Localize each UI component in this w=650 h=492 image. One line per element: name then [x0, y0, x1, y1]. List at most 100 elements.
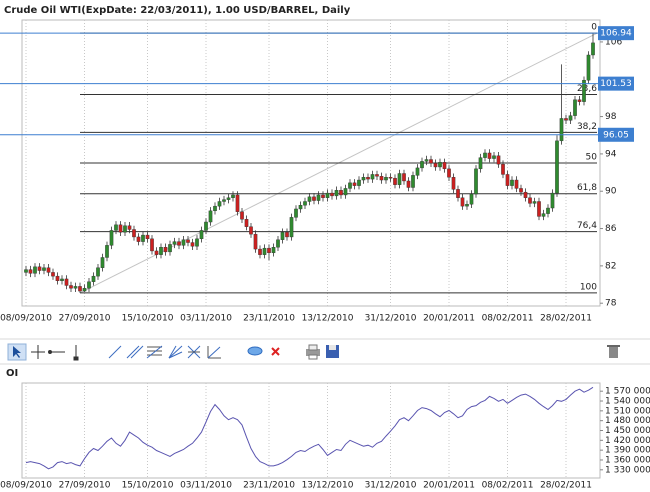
candle-body [231, 194, 235, 198]
x-tick-label: 08/02/2011 [482, 314, 534, 324]
candle-body [253, 233, 258, 250]
candle-body [249, 226, 253, 235]
fib-level-label: 100 [580, 282, 597, 292]
x-tick-label: 31/12/2010 [365, 314, 417, 324]
plot-frame [21, 19, 601, 307]
fan-tool[interactable] [168, 345, 183, 359]
candle-body [91, 275, 96, 282]
candle-body [325, 192, 330, 198]
candle-body [285, 232, 289, 238]
arc-tool[interactable] [187, 345, 201, 359]
candle-body [276, 239, 280, 248]
x-tick-label: 31/12/2010 [365, 481, 417, 491]
fib-level-label: 61,8 [577, 183, 597, 193]
candle-body [136, 236, 141, 242]
candle-body [591, 42, 595, 56]
candle-body [69, 285, 73, 289]
candle-body [438, 162, 442, 168]
select-tool[interactable] [7, 343, 27, 361]
candle-body [352, 182, 357, 186]
candle-body [460, 197, 465, 207]
candle-body [447, 168, 451, 178]
candle-body [190, 242, 195, 247]
y-tick-label: 78 [605, 299, 617, 309]
candle-body [244, 219, 249, 227]
candle-body [582, 79, 586, 102]
oi-title: OI [6, 368, 18, 379]
x-tick-label: 27/09/2010 [59, 481, 111, 491]
price-line-label: 106.94 [600, 29, 632, 39]
delete-tool[interactable] [271, 347, 280, 356]
candle-body [505, 174, 510, 186]
save-tool[interactable] [326, 345, 339, 358]
y-tick-label: 1 480 000 [605, 416, 650, 426]
candle-body [222, 199, 226, 202]
candle-body [348, 182, 352, 189]
candle-body [109, 230, 114, 246]
candle-body [496, 155, 501, 165]
candle-body [240, 211, 244, 220]
candle-body [388, 177, 393, 179]
candle-body [159, 247, 163, 255]
crosshair-tool[interactable] [31, 345, 45, 359]
y-tick-label: 1 420 000 [605, 436, 650, 446]
candle-body [510, 179, 514, 186]
candle-body [87, 281, 91, 289]
candle-body [523, 191, 528, 198]
x-tick-label: 13/12/2010 [302, 314, 354, 324]
clear-tool[interactable] [607, 345, 620, 358]
candle-body [366, 177, 370, 180]
candle-body [303, 201, 307, 206]
candle-body [541, 213, 546, 217]
oi-line [25, 386, 594, 470]
fib-tool[interactable] [146, 345, 163, 359]
candle-body [235, 194, 240, 212]
candle-body [415, 167, 420, 176]
candle-body [208, 210, 213, 223]
trend-tool[interactable] [108, 345, 122, 359]
candle-body [577, 99, 582, 102]
y-tick-label: 1 390 000 [605, 446, 650, 456]
candle-body [550, 192, 555, 209]
y-tick-label: 106 [605, 37, 622, 47]
fib-level-label: 38,2 [577, 122, 597, 132]
candle-body [64, 278, 69, 286]
candle-body [384, 177, 388, 181]
y-tick-label: 1 540 000 [605, 397, 650, 407]
candle-body [181, 239, 186, 246]
candle-body [334, 190, 339, 197]
candle-body [150, 238, 154, 252]
fib-level-label: 50 [586, 153, 598, 163]
candle-body [564, 118, 568, 121]
candle-body [546, 207, 550, 214]
candle-body [568, 115, 573, 121]
candle-body [375, 174, 379, 177]
comment-tool[interactable] [247, 346, 263, 356]
x-tick-label: 23/11/2010 [243, 481, 295, 491]
candle-body [226, 197, 231, 200]
channel-tool[interactable] [126, 345, 144, 359]
candle-body [204, 221, 208, 231]
print-tool[interactable] [306, 344, 320, 360]
x-tick-label: 08/09/2010 [0, 481, 52, 491]
candle-body [177, 241, 181, 246]
candle-body [361, 177, 366, 181]
candle-body [55, 275, 60, 282]
x-tick-label: 28/02/2011 [540, 481, 592, 491]
candle-body [123, 225, 127, 233]
candle-body [442, 162, 447, 170]
candle-body [555, 140, 559, 194]
vline-tool[interactable] [73, 345, 79, 361]
price-line-label: 101.53 [600, 79, 632, 89]
candle-body [339, 190, 343, 196]
x-tick-label: 15/10/2010 [122, 314, 174, 324]
candle-body [474, 168, 478, 195]
candle-body [330, 192, 334, 197]
chart-title: Crude Oil WTI(ExpDate: 22/03/2011), 1.00… [4, 5, 351, 16]
x-tick-label: 13/12/2010 [302, 481, 354, 491]
angle-tool[interactable] [207, 346, 221, 359]
hline-tool[interactable] [48, 350, 66, 354]
candle-body [573, 99, 577, 116]
